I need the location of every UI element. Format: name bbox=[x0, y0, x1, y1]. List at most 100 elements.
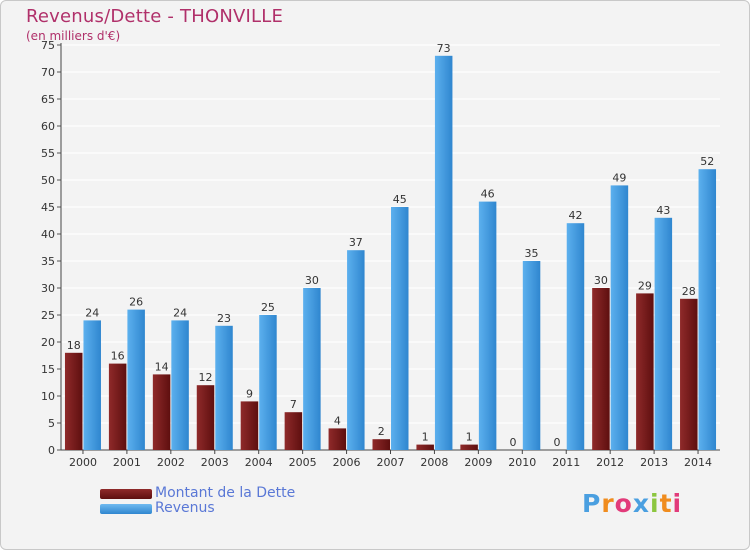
bar-dette-2012 bbox=[592, 288, 610, 450]
y-tick-label: 30 bbox=[41, 282, 55, 295]
data-label-dette-2013: 29 bbox=[638, 279, 652, 292]
bar-revenus-2010 bbox=[522, 261, 541, 450]
data-label-revenus-2014: 52 bbox=[700, 155, 714, 168]
x-tick-label: 2008 bbox=[420, 456, 448, 469]
x-tick-label: 2001 bbox=[113, 456, 141, 469]
bar-revenus-2006 bbox=[347, 250, 365, 450]
bar-revenus-2007 bbox=[391, 207, 409, 450]
y-tick-label: 65 bbox=[41, 93, 55, 106]
legend-label-revenus: Revenus bbox=[155, 500, 215, 516]
logo-letter: i bbox=[650, 489, 660, 518]
legend-label-dette: Montant de la Dette bbox=[155, 485, 296, 501]
bar-dette-2005 bbox=[284, 412, 303, 450]
data-label-dette-2007: 2 bbox=[378, 425, 385, 438]
data-label-dette-2008: 1 bbox=[422, 431, 429, 444]
y-tick-label: 40 bbox=[41, 228, 55, 241]
chart-title: Revenus/Dette - THONVILLE bbox=[26, 6, 284, 27]
x-tick-label: 2009 bbox=[464, 456, 492, 469]
bar-revenus-2003 bbox=[215, 325, 233, 450]
logo-letter: P bbox=[582, 489, 602, 518]
logo-letter: r bbox=[601, 489, 615, 518]
data-label-revenus-2007: 45 bbox=[393, 193, 407, 206]
data-label-dette-2009: 1 bbox=[466, 431, 473, 444]
y-tick-label: 15 bbox=[41, 363, 55, 376]
plot-area bbox=[61, 45, 720, 450]
data-label-revenus-2013: 43 bbox=[656, 204, 670, 217]
bar-dette-2013 bbox=[636, 293, 654, 450]
data-label-revenus-2001: 26 bbox=[129, 296, 143, 309]
legend-swatch-revenus bbox=[100, 504, 152, 514]
x-tick-label: 2005 bbox=[289, 456, 317, 469]
data-label-revenus-2009: 46 bbox=[481, 188, 495, 201]
data-label-dette-2014: 28 bbox=[682, 285, 696, 298]
x-tick-label: 2012 bbox=[596, 456, 624, 469]
bar-dette-2007 bbox=[372, 439, 390, 450]
y-tick-label: 50 bbox=[41, 174, 55, 187]
data-label-dette-2006: 4 bbox=[334, 414, 341, 427]
x-tick-label: 2010 bbox=[508, 456, 536, 469]
data-label-revenus-2003: 23 bbox=[217, 312, 231, 325]
bar-revenus-2001 bbox=[127, 309, 145, 450]
x-tick-label: 2003 bbox=[201, 456, 229, 469]
bar-revenus-2008 bbox=[434, 55, 453, 451]
bar-revenus-2013 bbox=[654, 217, 673, 450]
y-tick-label: 60 bbox=[41, 120, 55, 133]
chart-subtitle: (en milliers d'€) bbox=[26, 29, 121, 43]
x-tick-label: 2006 bbox=[333, 456, 361, 469]
data-label-revenus-2010: 35 bbox=[525, 247, 539, 260]
bar-revenus-2014 bbox=[698, 169, 717, 450]
bar-dette-2002 bbox=[152, 374, 171, 450]
x-tick-label: 2014 bbox=[684, 456, 712, 469]
data-label-dette-2005: 7 bbox=[290, 398, 297, 411]
data-label-revenus-2011: 42 bbox=[568, 209, 582, 222]
proxiti-logo: Proxiti bbox=[582, 489, 682, 518]
bar-revenus-2011 bbox=[566, 223, 585, 450]
bar-revenus-2000 bbox=[83, 320, 101, 450]
x-tick-label: 2004 bbox=[245, 456, 273, 469]
x-tick-label: 2000 bbox=[69, 456, 97, 469]
y-tick-label: 10 bbox=[41, 390, 55, 403]
bar-dette-2014 bbox=[680, 298, 698, 450]
bar-revenus-2005 bbox=[303, 288, 321, 450]
bar-dette-2003 bbox=[196, 385, 215, 450]
y-tick-label: 70 bbox=[41, 66, 55, 79]
y-tick-label: 20 bbox=[41, 336, 55, 349]
y-tick-label: 5 bbox=[48, 417, 55, 430]
data-label-dette-2000: 18 bbox=[67, 339, 81, 352]
bar-revenus-2012 bbox=[610, 185, 629, 450]
x-tick-label: 2002 bbox=[157, 456, 185, 469]
data-label-dette-2002: 14 bbox=[155, 360, 169, 373]
legend-swatch-dette bbox=[100, 489, 152, 499]
y-tick-label: 55 bbox=[41, 147, 55, 160]
bar-dette-2000 bbox=[64, 352, 83, 450]
data-label-dette-2003: 12 bbox=[199, 371, 213, 384]
data-label-dette-2004: 9 bbox=[246, 387, 253, 400]
bar-revenus-2004 bbox=[259, 315, 277, 450]
x-tick-label: 2011 bbox=[552, 456, 580, 469]
logo-letter: t bbox=[659, 489, 673, 518]
y-tick-label: 0 bbox=[48, 444, 55, 457]
y-tick-label: 75 bbox=[41, 39, 55, 52]
bar-revenus-2002 bbox=[171, 320, 189, 450]
data-label-revenus-2000: 24 bbox=[85, 306, 99, 319]
data-label-revenus-2005: 30 bbox=[305, 274, 319, 287]
data-label-dette-2011: 0 bbox=[553, 436, 560, 449]
x-tick-label: 2007 bbox=[377, 456, 405, 469]
bar-dette-2009 bbox=[460, 444, 478, 450]
bar-dette-2001 bbox=[108, 363, 127, 450]
data-label-revenus-2002: 24 bbox=[173, 306, 187, 319]
bar-dette-2008 bbox=[416, 444, 434, 450]
bar-dette-2006 bbox=[328, 428, 347, 450]
data-label-dette-2001: 16 bbox=[111, 350, 125, 363]
data-label-revenus-2008: 73 bbox=[437, 42, 451, 55]
bar-dette-2004 bbox=[240, 401, 259, 450]
data-label-dette-2010: 0 bbox=[510, 436, 517, 449]
x-tick-label: 2013 bbox=[640, 456, 668, 469]
y-tick-label: 35 bbox=[41, 255, 55, 268]
logo-letter: i bbox=[672, 489, 683, 518]
y-tick-label: 25 bbox=[41, 309, 55, 322]
data-label-revenus-2006: 37 bbox=[349, 236, 363, 249]
logo-letter: o bbox=[614, 489, 633, 518]
data-label-revenus-2012: 49 bbox=[612, 171, 626, 184]
